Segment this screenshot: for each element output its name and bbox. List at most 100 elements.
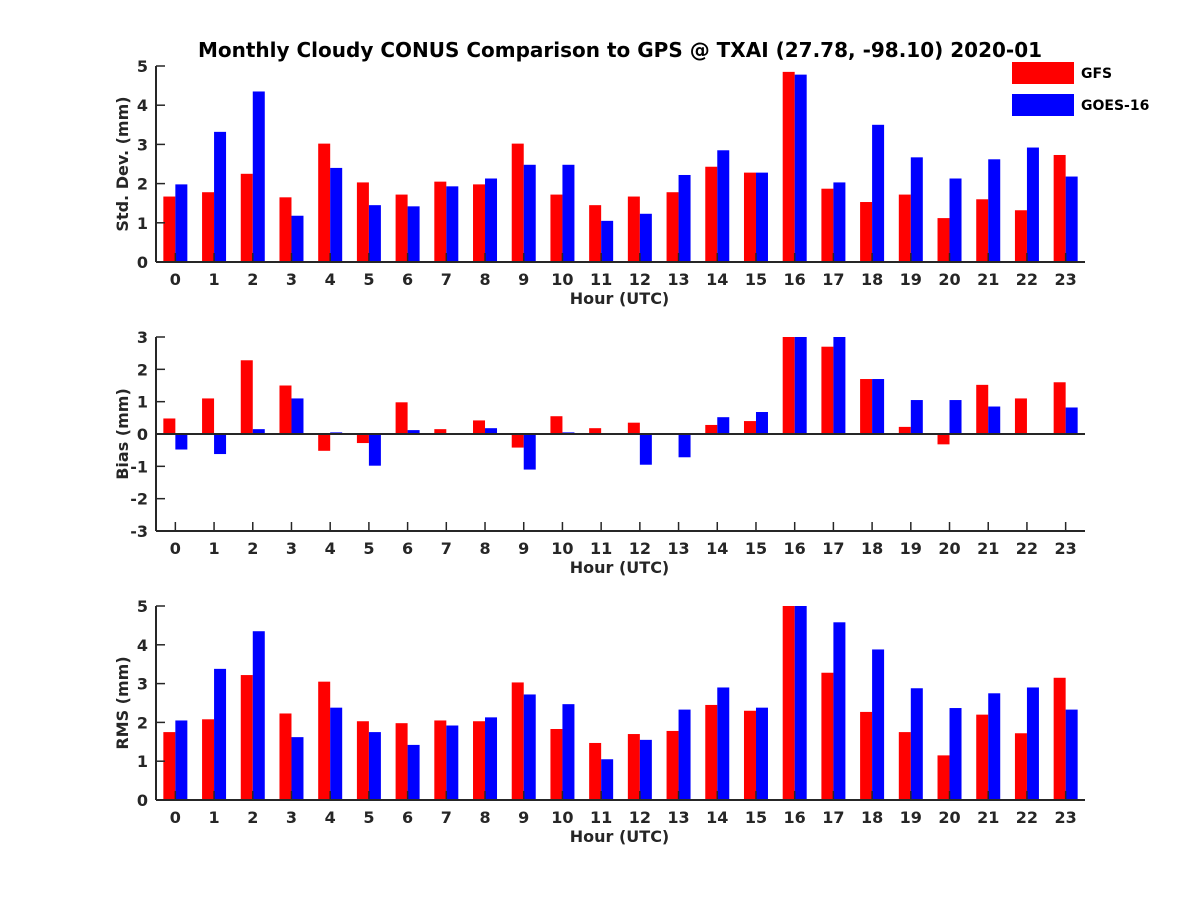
y-axis-label: Std. Dev. (mm) [113, 96, 132, 231]
x-tick-label: 21 [977, 808, 999, 827]
bar-goes-16-hour-12 [639, 739, 652, 800]
x-tick-label: 6 [402, 808, 413, 827]
bar-goes-16-hour-3 [291, 737, 304, 800]
x-tick-label: 19 [900, 808, 922, 827]
bar-goes-16-hour-20 [949, 708, 962, 800]
x-tick-label: 21 [977, 270, 999, 289]
bar-gfs-hour-21 [976, 199, 989, 262]
bar-goes-16-hour-9 [523, 434, 536, 470]
bar-gfs-hour-12 [627, 422, 640, 434]
legend-swatch-goes-16 [1012, 94, 1074, 116]
x-tick-label: 14 [706, 808, 728, 827]
bar-goes-16-hour-19 [910, 400, 923, 434]
legend-label: GFS [1081, 66, 1112, 82]
bar-gfs-hour-18 [860, 202, 873, 262]
x-tick-label: 20 [938, 539, 960, 558]
bar-gfs-hour-23 [1053, 677, 1066, 800]
x-tick-label: 22 [1016, 808, 1038, 827]
x-tick-label: 20 [938, 808, 960, 827]
y-tick-label: 2 [137, 175, 148, 194]
x-tick-label: 14 [706, 539, 728, 558]
x-tick-label: 11 [590, 539, 612, 558]
bar-goes-16-hour-10 [562, 704, 575, 800]
bar-gfs-hour-9 [511, 143, 524, 262]
bar-gfs-hour-5 [356, 721, 369, 800]
bar-goes-16-hour-10 [562, 164, 575, 262]
x-tick-label: 17 [822, 808, 844, 827]
bar-gfs-hour-18 [860, 711, 873, 800]
bar-gfs-hour-22 [1014, 398, 1027, 434]
bar-goes-16-hour-2 [252, 91, 265, 262]
bar-gfs-hour-1 [202, 398, 215, 434]
bar-gfs-hour-3 [279, 713, 292, 800]
bar-goes-16-hour-21 [988, 406, 1001, 434]
x-tick-label: 11 [590, 808, 612, 827]
bar-gfs-hour-17 [821, 672, 834, 800]
x-tick-label: 7 [441, 808, 452, 827]
bar-goes-16-hour-4 [330, 167, 343, 262]
y-tick-label: 0 [137, 253, 148, 272]
bar-gfs-hour-8 [473, 721, 486, 800]
bar-gfs-hour-12 [627, 196, 640, 262]
bar-goes-16-hour-22 [1026, 147, 1039, 262]
x-tick-label: 5 [363, 539, 374, 558]
bar-gfs-hour-13 [666, 192, 679, 262]
x-tick-label: 15 [745, 270, 767, 289]
bar-goes-16-hour-5 [368, 732, 381, 800]
x-tick-label: 9 [518, 270, 529, 289]
x-tick-label: 15 [745, 539, 767, 558]
bar-gfs-hour-2 [240, 360, 253, 434]
bar-gfs-hour-2 [240, 675, 253, 800]
bar-gfs-hour-0 [163, 196, 176, 262]
x-tick-label: 7 [441, 270, 452, 289]
bar-goes-16-hour-16 [794, 74, 807, 263]
x-tick-label: 4 [325, 539, 336, 558]
x-tick-label: 12 [629, 539, 651, 558]
bar-gfs-hour-20 [937, 755, 950, 800]
x-tick-label: 16 [784, 270, 806, 289]
x-tick-label: 6 [402, 270, 413, 289]
x-tick-label: 18 [861, 539, 883, 558]
bar-goes-16-hour-0 [175, 184, 188, 262]
bar-goes-16-hour-6 [407, 744, 420, 800]
legend-label: GOES-16 [1081, 98, 1149, 114]
bar-gfs-hour-5 [356, 434, 369, 444]
x-tick-label: 22 [1016, 270, 1038, 289]
y-tick-label: 3 [137, 675, 148, 694]
x-tick-label: 1 [208, 539, 219, 558]
bar-goes-16-hour-8 [485, 717, 498, 800]
bar-gfs-hour-4 [318, 681, 331, 800]
bar-goes-16-hour-19 [910, 688, 923, 800]
bar-goes-16-hour-7 [446, 725, 459, 800]
bar-gfs-hour-1 [202, 192, 215, 262]
y-tick-label: -3 [130, 522, 148, 541]
bar-gfs-hour-17 [821, 346, 834, 434]
bar-goes-16-hour-17 [833, 182, 846, 262]
x-tick-label: 3 [286, 808, 297, 827]
bar-goes-16-hour-13 [678, 174, 691, 262]
x-tick-label: 13 [667, 808, 689, 827]
y-tick-label: 1 [137, 214, 148, 233]
bar-gfs-hour-21 [976, 714, 989, 800]
bar-goes-16-hour-8 [485, 428, 498, 434]
x-tick-label: 4 [325, 270, 336, 289]
panel-2: 0 1 2 3 4 5 6 7 8 9 10 11 12 13 14 15 16 17 18 19 20 21 22 23-3… [113, 328, 1085, 577]
x-tick-label: 16 [784, 539, 806, 558]
bar-gfs-hour-10 [550, 194, 563, 262]
bar-gfs-hour-11 [589, 205, 602, 262]
x-axis-label: Hour (UTC) [570, 558, 670, 577]
y-tick-label: 5 [137, 597, 148, 616]
bar-goes-16-hour-19 [910, 157, 923, 262]
y-tick-label: 3 [137, 135, 148, 154]
bar-gfs-hour-19 [898, 426, 911, 434]
y-tick-label: 4 [137, 636, 148, 655]
bar-gfs-hour-15 [743, 710, 756, 800]
y-tick-label: 1 [137, 752, 148, 771]
x-tick-label: 8 [479, 808, 490, 827]
bar-goes-16-hour-1 [214, 434, 227, 455]
x-tick-label: 10 [551, 808, 573, 827]
bar-goes-16-hour-18 [872, 124, 885, 262]
x-tick-label: 23 [1055, 808, 1077, 827]
bar-gfs-hour-5 [356, 182, 369, 262]
